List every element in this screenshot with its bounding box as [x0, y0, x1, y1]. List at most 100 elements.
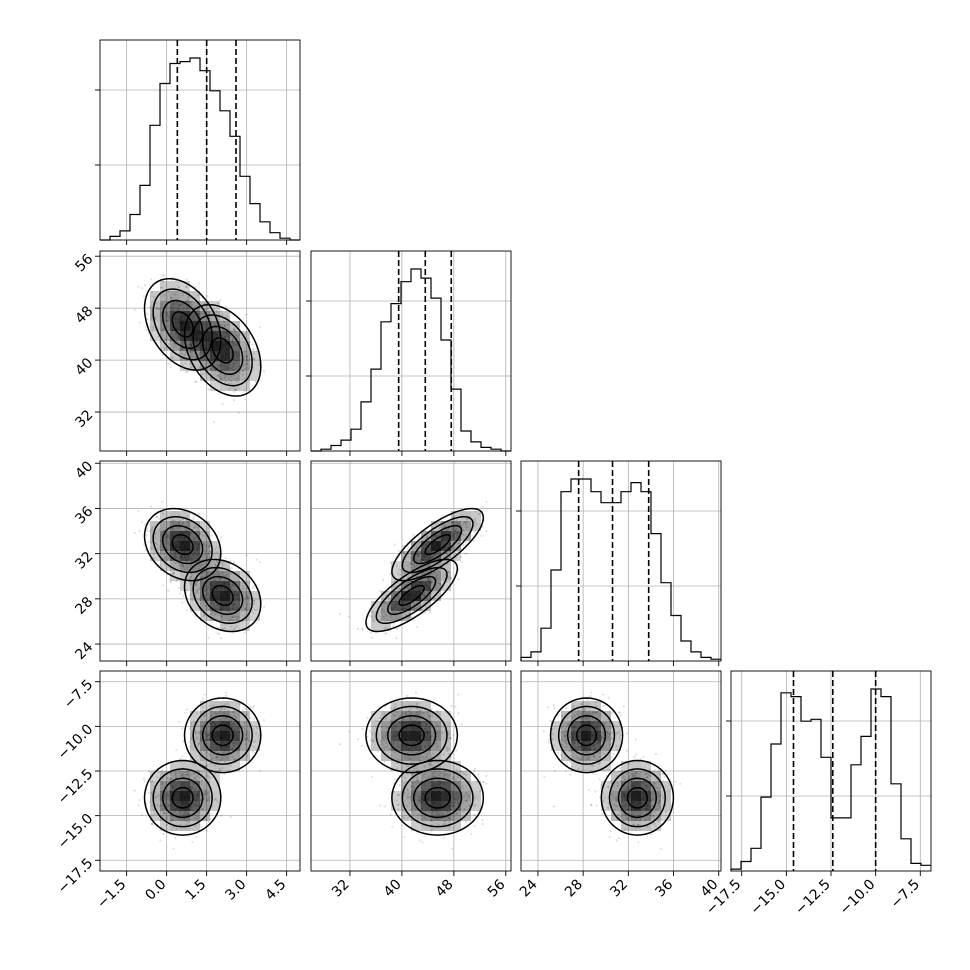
- contour-line: [192, 566, 253, 625]
- x-tick-label: 32: [329, 877, 353, 901]
- sample-point: [366, 716, 369, 719]
- sample-point: [227, 381, 230, 384]
- sample-point: [232, 560, 235, 564]
- density-cell: [160, 531, 170, 541]
- density-cell: [220, 561, 230, 571]
- density-cell: [190, 341, 200, 351]
- sample-point: [163, 556, 166, 559]
- sample-point: [187, 299, 190, 302]
- sample-point: [193, 515, 196, 518]
- sample-point: [450, 704, 453, 708]
- density-cell: [391, 721, 401, 731]
- sample-point: [450, 577, 453, 580]
- density-cell: [220, 761, 230, 771]
- sample-point: [240, 338, 244, 341]
- sample-point: [175, 579, 178, 583]
- sample-point: [245, 355, 248, 358]
- sample-point: [179, 757, 182, 761]
- density-cell: [180, 341, 190, 351]
- sample-point: [230, 374, 233, 377]
- sample-point: [163, 552, 166, 555]
- density-cell: [210, 381, 220, 391]
- sample-point: [202, 542, 205, 545]
- sample-point: [251, 750, 254, 753]
- sample-point: [248, 341, 251, 344]
- sample-point: [480, 534, 483, 538]
- sample-point: [159, 564, 162, 567]
- sample-point: [612, 753, 615, 756]
- density-cell: [240, 341, 250, 351]
- density-cell: [631, 791, 641, 801]
- sample-point: [547, 741, 550, 744]
- sample-point: [231, 338, 234, 341]
- sample-point: [381, 608, 384, 611]
- sample-point: [203, 302, 206, 305]
- sample-point: [414, 691, 418, 694]
- sample-point: [186, 370, 189, 373]
- density-cell: [150, 331, 160, 341]
- density-cell: [170, 351, 180, 361]
- sample-point: [259, 326, 262, 329]
- sample-point: [185, 708, 188, 711]
- density-cell: [210, 571, 220, 581]
- sample-point: [654, 752, 658, 756]
- y-tick-label: −7.5: [61, 677, 96, 712]
- density-cell: [461, 791, 471, 801]
- panel-3-2: [520, 670, 722, 876]
- density-cell: [210, 341, 220, 351]
- density-cell: [571, 701, 581, 711]
- sample-point: [159, 341, 162, 344]
- sample-point: [255, 349, 258, 352]
- panel-frame: [99, 39, 301, 241]
- sample-point: [155, 516, 158, 519]
- sample-point: [470, 832, 473, 836]
- density-cell: [240, 621, 250, 631]
- density-cell: [240, 351, 250, 361]
- density-cell: [170, 311, 180, 321]
- sample-point: [215, 551, 218, 554]
- sample-point: [251, 586, 254, 589]
- density-cell: [431, 791, 441, 801]
- sample-point: [190, 301, 193, 304]
- sample-point: [380, 611, 383, 614]
- sample-point: [439, 526, 442, 529]
- sample-point: [457, 693, 460, 696]
- density-cell: [160, 331, 170, 341]
- density-cell: [381, 731, 391, 741]
- sample-point: [674, 780, 677, 784]
- sample-point: [212, 420, 215, 423]
- sample-point: [245, 313, 248, 316]
- sample-point: [415, 546, 418, 549]
- sample-point: [205, 569, 209, 573]
- sample-point: [203, 693, 206, 696]
- sample-point: [185, 519, 188, 522]
- sample-point: [196, 294, 199, 297]
- sample-point: [219, 577, 222, 580]
- sample-point: [189, 575, 193, 578]
- density-cell: [581, 731, 591, 741]
- sample-point: [245, 554, 248, 557]
- sample-point: [150, 505, 153, 508]
- sample-point: [183, 568, 187, 571]
- sample-point: [415, 564, 418, 567]
- density-cell: [210, 611, 220, 621]
- sample-point: [225, 694, 228, 698]
- contour-line: [152, 516, 213, 574]
- sample-point: [150, 314, 153, 317]
- sample-point: [205, 556, 208, 559]
- sample-point: [245, 595, 249, 598]
- sample-point: [664, 769, 667, 773]
- sample-point: [416, 625, 419, 629]
- density-cell: [240, 371, 250, 381]
- sample-point: [395, 627, 399, 630]
- sample-point: [609, 829, 613, 832]
- sample-point: [190, 563, 193, 566]
- sample-point: [241, 373, 244, 376]
- sample-point: [225, 573, 228, 577]
- sample-point: [194, 525, 197, 528]
- sample-point: [138, 321, 141, 324]
- sample-point: [457, 578, 460, 581]
- sample-point: [194, 286, 197, 289]
- contour-line: [192, 314, 253, 387]
- sample-point: [339, 612, 342, 615]
